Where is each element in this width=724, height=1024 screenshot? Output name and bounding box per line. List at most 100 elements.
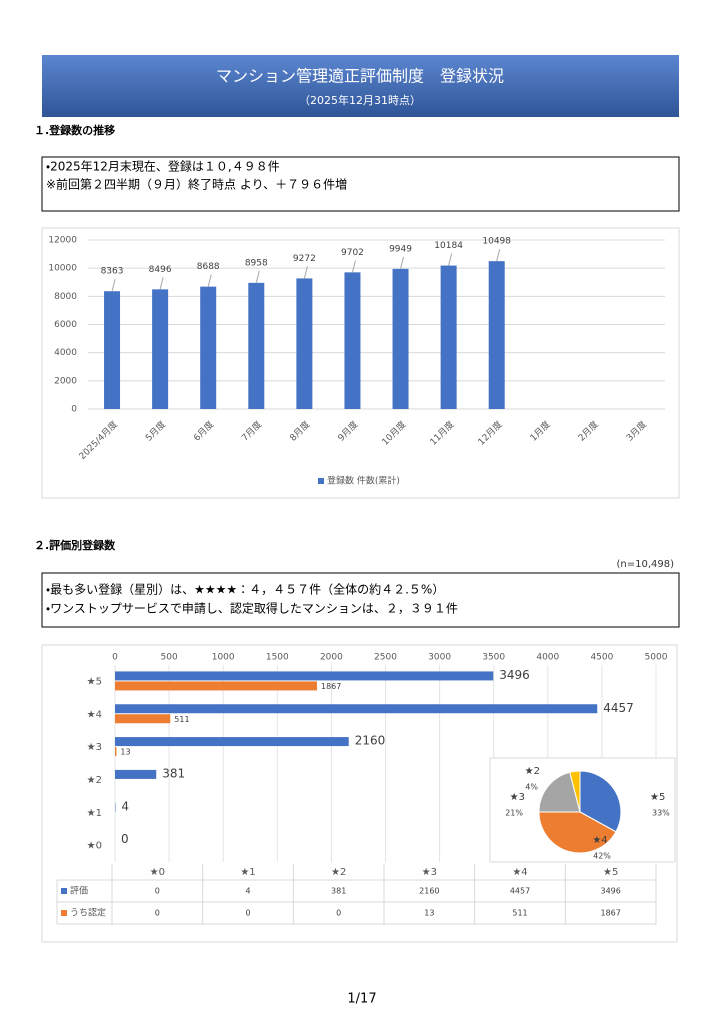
leader-line (207, 274, 212, 287)
data-label: 9272 (293, 254, 316, 264)
y-tick-label: 0 (71, 405, 77, 415)
table-cell: 511 (512, 909, 527, 918)
leader-line (255, 270, 260, 283)
data-label: 1867 (321, 682, 341, 691)
legend-swatch (61, 910, 67, 916)
legend-label: 登録数 件数(累計) (327, 475, 400, 487)
table-cell: 2160 (419, 887, 439, 896)
x-tick-label: 5000 (645, 653, 668, 663)
pie-category: ★5 (650, 792, 665, 803)
table-header: ★4 (512, 867, 527, 878)
table-cell: 0 (155, 887, 160, 896)
banner (42, 55, 679, 117)
data-label: 4457 (603, 701, 634, 715)
pie-category: ★2 (525, 766, 540, 777)
table-header: ★3 (422, 867, 437, 878)
y-tick-label: 2000 (54, 376, 77, 386)
note: ・2025年12月末現在、登録は１０,４９８件 (46, 159, 280, 174)
y-tick-label: ★5 (87, 676, 102, 687)
x-tick-label: 1月度 (527, 418, 552, 443)
data-label: 4 (121, 799, 129, 813)
data-label: 511 (174, 715, 189, 724)
y-tick-label: 4000 (54, 348, 77, 358)
section-heading: １.登録数の推移 (34, 123, 115, 137)
note-box (41, 156, 680, 212)
chart-frame (41, 227, 680, 499)
bar (115, 747, 117, 757)
pie-value-label: 4% (525, 783, 538, 792)
x-tick-label: 2000 (320, 653, 343, 663)
x-tick-label: 10月度 (379, 418, 408, 447)
table-cell: 0 (336, 909, 341, 918)
bar (115, 714, 171, 724)
bar (115, 769, 157, 779)
table-cell: 1867 (600, 909, 620, 918)
section-heading: ２.評価別登録数 (34, 538, 116, 552)
bar (115, 681, 318, 691)
pie-category: ★4 (592, 835, 607, 846)
x-tick-label: 6月度 (191, 418, 216, 443)
legend-label: うち認定 (70, 908, 106, 919)
data-label: 8688 (197, 262, 220, 272)
bar (296, 278, 313, 409)
x-tick-label: 11月度 (427, 418, 456, 447)
x-tick-label: 2月度 (575, 418, 600, 443)
y-tick-label: 8000 (54, 292, 77, 302)
table-cell: 4 (245, 887, 250, 896)
pie-value-label: 21% (505, 809, 523, 818)
chart-frame (41, 644, 678, 943)
data-label: 13 (120, 748, 130, 757)
bar (115, 704, 598, 714)
x-tick-label: 3500 (482, 653, 505, 663)
x-tick-label: 1500 (266, 653, 289, 663)
x-tick-label: 7月度 (239, 418, 264, 443)
bar (115, 737, 349, 747)
legend-swatch (61, 888, 67, 894)
pie-slice (579, 770, 622, 833)
x-tick-label: 9月度 (335, 418, 360, 443)
legend-swatch (318, 478, 324, 484)
page-number: 1/17 (347, 992, 376, 1007)
x-tick-label: 1000 (212, 653, 235, 663)
y-tick-label: ★2 (87, 775, 102, 786)
x-tick-label: 4000 (536, 653, 559, 663)
data-label: 10498 (482, 237, 511, 247)
table-cell: 381 (331, 887, 346, 896)
x-tick-label: 3000 (428, 653, 451, 663)
data-label: 8958 (245, 258, 268, 268)
x-tick-label: 0 (112, 653, 118, 663)
y-tick-label: 12000 (48, 236, 77, 246)
bar (344, 272, 361, 409)
x-tick-label: 2025/4月度 (76, 418, 120, 462)
data-label: 9702 (341, 248, 364, 258)
table-header: ★2 (331, 867, 346, 878)
x-tick-label: 12月度 (475, 418, 504, 447)
leader-line (400, 256, 405, 270)
note: ・ワンストップサービスで申請し、認定取得したマンションは、２，３９１件 (46, 601, 458, 616)
x-tick-label: 500 (161, 653, 178, 663)
y-tick-label: 6000 (54, 320, 77, 330)
table-cell: 0 (245, 909, 250, 918)
table-header: ★1 (240, 867, 255, 878)
leader-line (159, 277, 164, 290)
data-label: 2160 (355, 734, 386, 748)
leader-line (496, 249, 501, 262)
bar (152, 289, 169, 409)
data-label: 9949 (389, 244, 412, 254)
data-label: 8363 (101, 267, 124, 277)
table-header: ★0 (150, 867, 165, 878)
legend-label: 評価 (70, 885, 88, 897)
y-tick-label: ★3 (87, 742, 102, 753)
y-tick-label: ★1 (87, 808, 102, 819)
note-box (41, 572, 680, 628)
bar (200, 286, 217, 409)
y-tick-label: ★4 (87, 709, 102, 720)
data-label: 0 (121, 832, 129, 846)
leader-line (448, 253, 453, 266)
pie-value-label: 42% (593, 852, 611, 861)
leader-line (111, 279, 116, 292)
table-header: ★5 (603, 867, 618, 878)
table-cell: 3496 (600, 887, 620, 896)
pie-slice (538, 811, 617, 854)
